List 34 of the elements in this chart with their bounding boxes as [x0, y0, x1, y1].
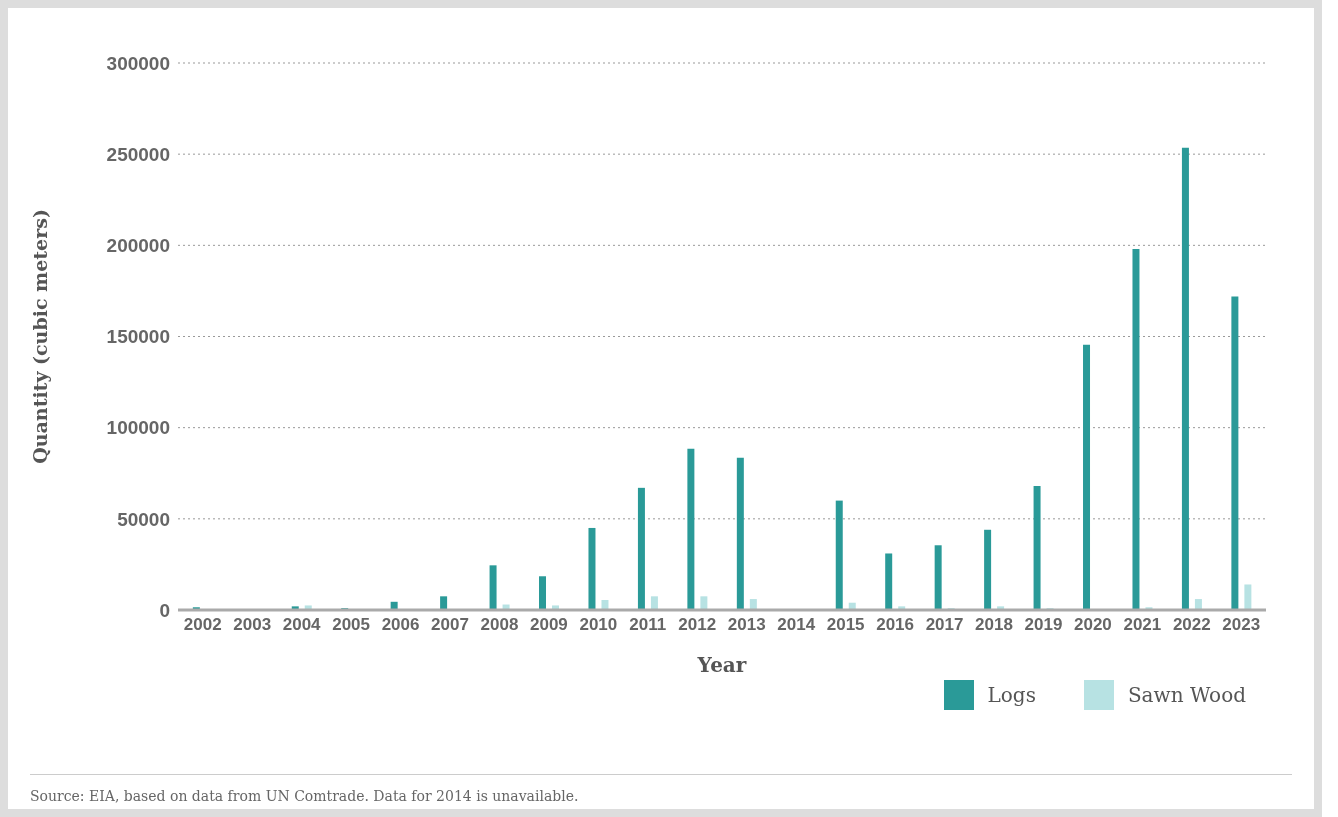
legend-label: Logs — [987, 683, 1036, 707]
y-tick-label: 250000 — [106, 143, 170, 165]
y-tick-label: 300000 — [106, 52, 170, 74]
x-tick-label: 2013 — [727, 615, 766, 635]
x-tick-label: 2006 — [381, 615, 420, 635]
x-tick-label: 2010 — [579, 615, 618, 635]
x-tick-label: 2008 — [480, 615, 519, 635]
x-tick-label: 2014 — [777, 615, 816, 635]
x-tick-label: 2018 — [975, 615, 1013, 635]
x-tick-label: 2019 — [1024, 615, 1063, 635]
x-tick-label: 2002 — [183, 615, 222, 635]
x-tick-label: 2020 — [1073, 615, 1112, 635]
x-tick-label: 2021 — [1123, 615, 1162, 635]
source-note: Source: EIA, based on data from UN Comtrade. Data for 2014 is unavailable. — [30, 788, 579, 804]
x-tick-label: 2004 — [282, 615, 322, 635]
x-tick-label: 2016 — [876, 615, 914, 635]
x-axis-title: Year — [696, 653, 747, 678]
x-tick-label: 2007 — [431, 615, 469, 635]
x-tick-label: 2009 — [530, 615, 568, 635]
x-tick-label: 2015 — [826, 615, 865, 635]
y-axis-title: Quantity (cubic meters) — [28, 209, 51, 464]
y-tick-label: 200000 — [106, 235, 170, 257]
x-tick-label: 2011 — [629, 615, 667, 635]
y-tick-label: 100000 — [106, 417, 170, 439]
y-tick-label: 50000 — [117, 508, 170, 530]
legend-label: Sawn Wood — [1127, 683, 1246, 707]
x-tick-label: 2023 — [1222, 615, 1261, 635]
x-tick-label: 2022 — [1172, 615, 1211, 635]
y-tick-label: 150000 — [106, 326, 170, 348]
x-tick-label: 2003 — [233, 615, 272, 635]
y-tick-label: 0 — [159, 599, 170, 621]
x-tick-label: 2012 — [678, 615, 717, 635]
x-tick-label: 2017 — [925, 615, 964, 635]
x-tick-label: 2005 — [332, 615, 370, 635]
